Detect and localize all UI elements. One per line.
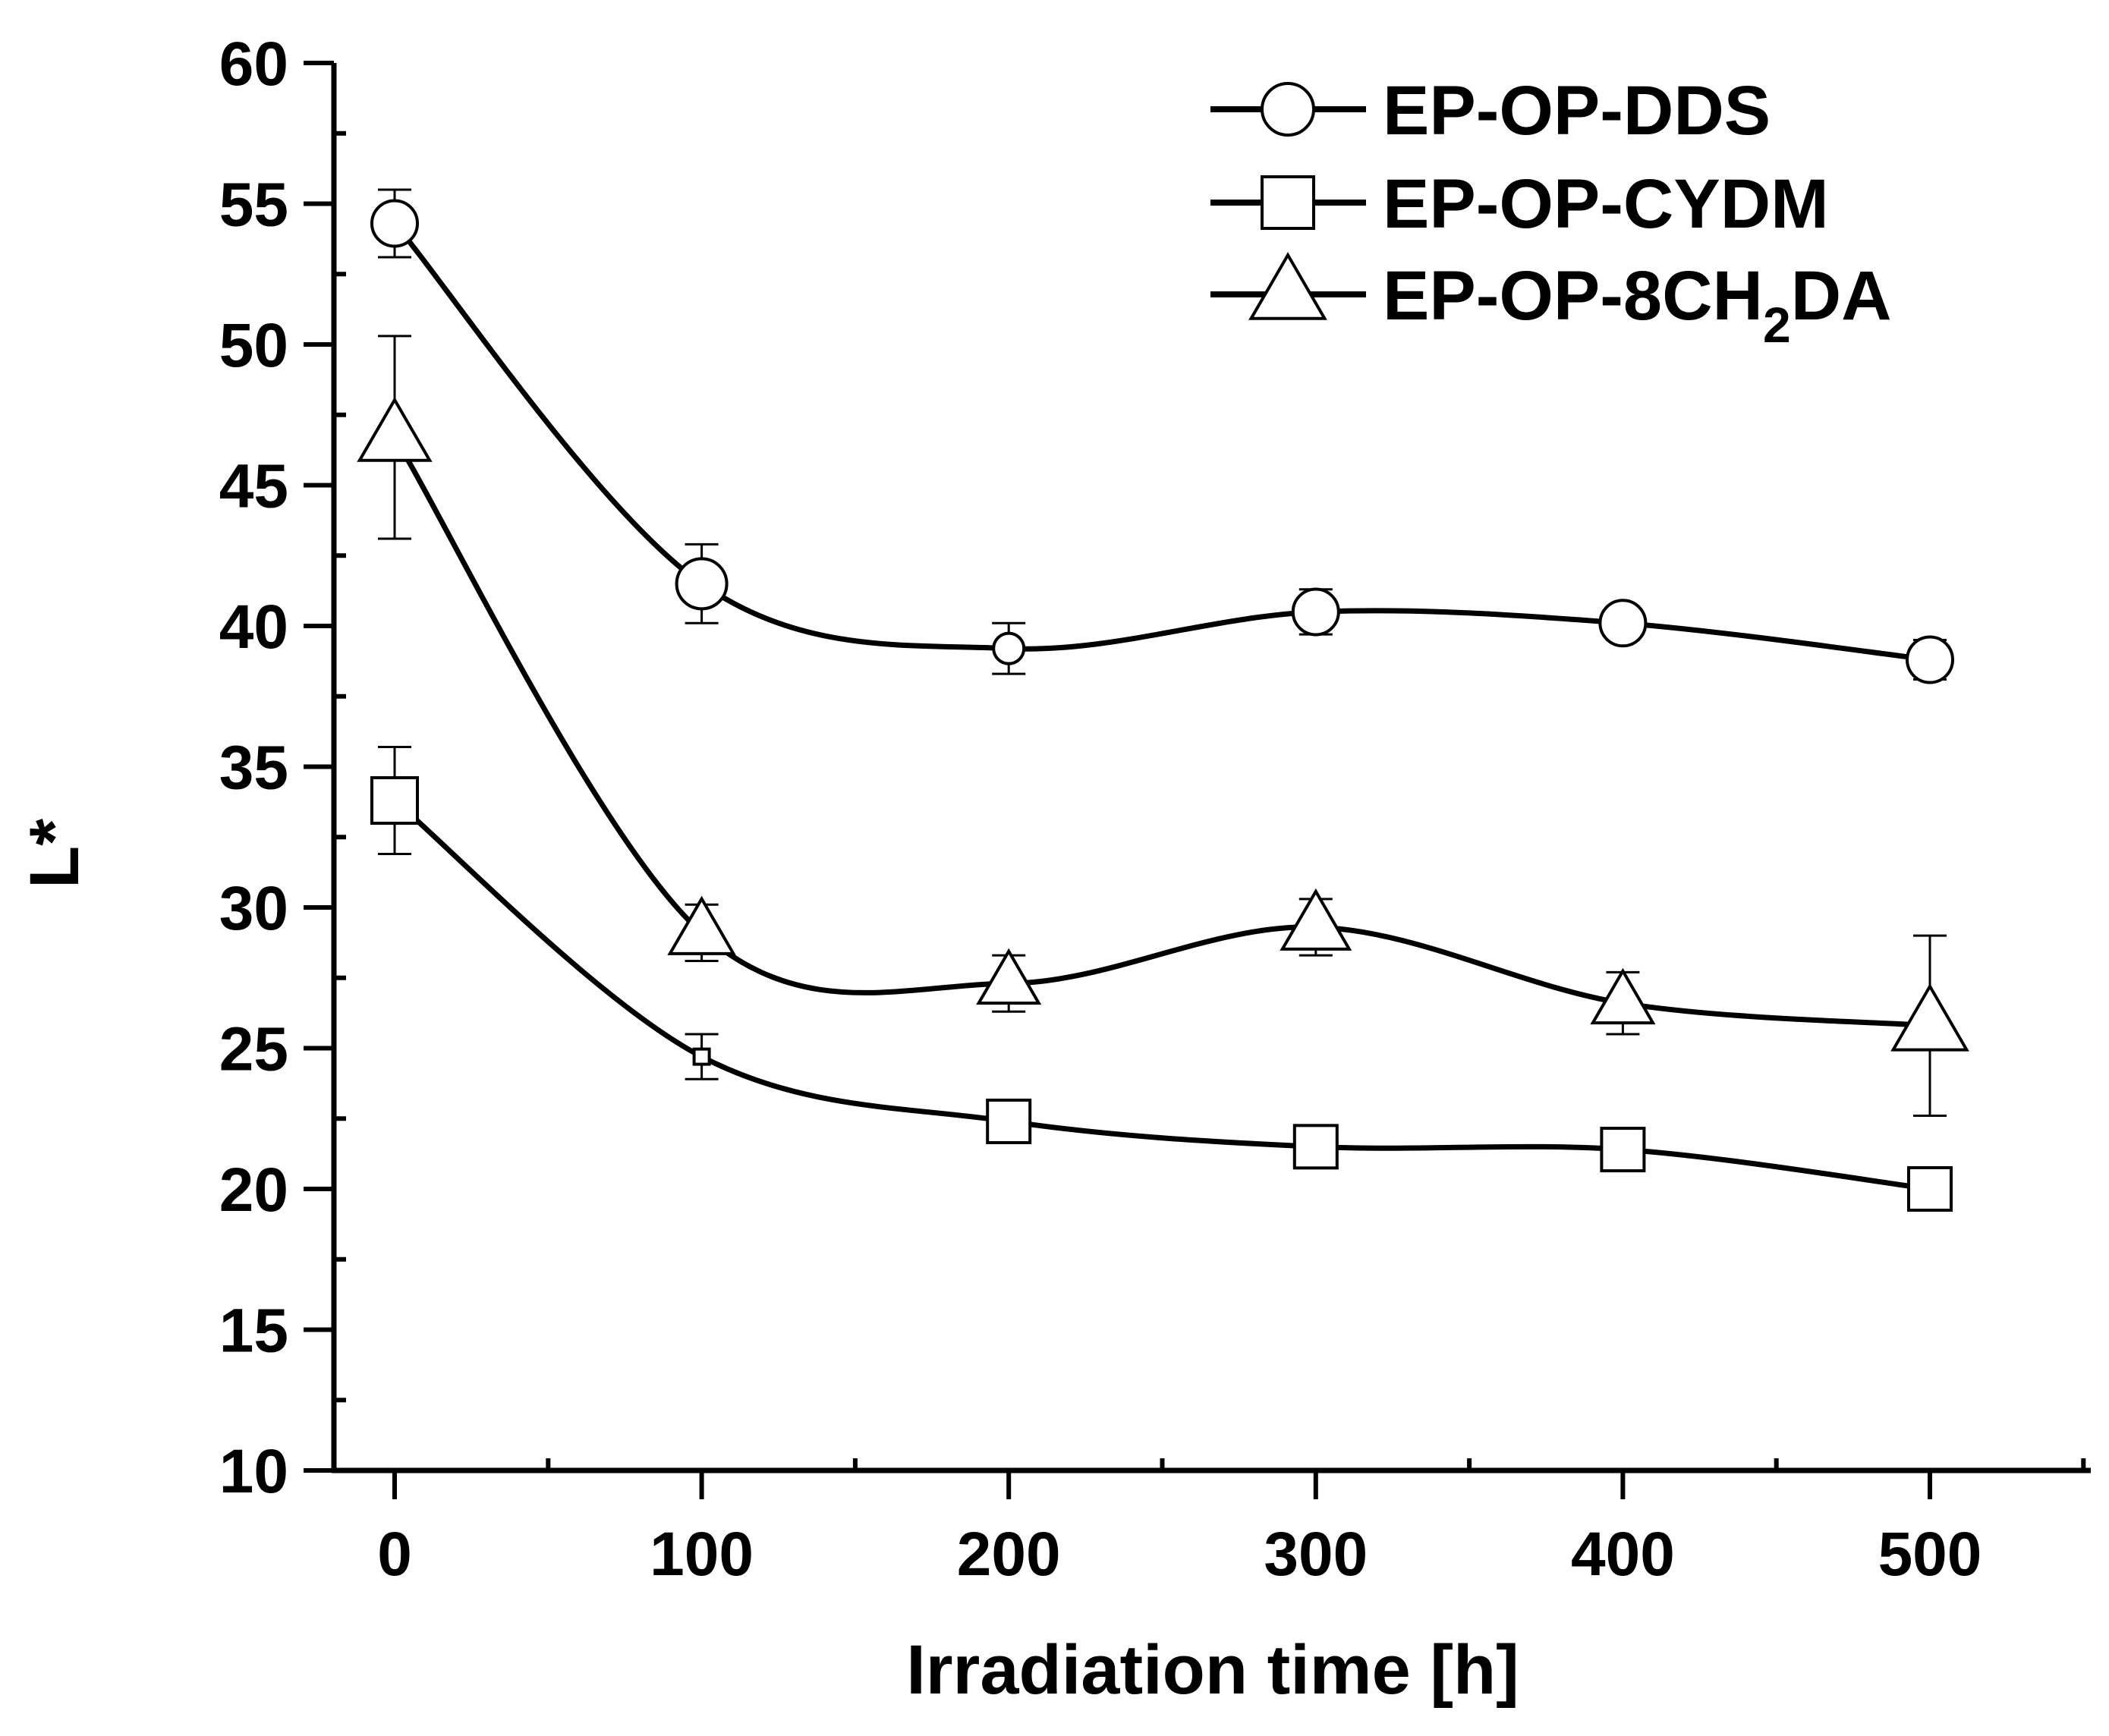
- series-line-EP-OP-8CH2DA: [392, 436, 1931, 1029]
- data-point-EP-OP-CYDM: [986, 1098, 1032, 1144]
- series-line-EP-OP-CYDM: [392, 798, 1931, 1192]
- data-point-EP-OP-8CH2DA: [976, 948, 1042, 1005]
- data-point-EP-OP-CYDM: [1600, 1127, 1646, 1173]
- y-axis-title: L*: [16, 819, 93, 888]
- legend-marker-EP-OP-8CH2DA: [1248, 252, 1327, 320]
- series-line-EP-OP-DDS: [392, 222, 1931, 662]
- x-tick-label: 300: [1264, 1520, 1368, 1589]
- series-curves: [392, 222, 1931, 1192]
- x-tick-label: 0: [377, 1520, 412, 1589]
- data-point-EP-OP-CYDM: [1292, 1124, 1339, 1170]
- y-tick-label: 50: [219, 311, 288, 380]
- x-tick-label: 500: [1878, 1520, 1982, 1589]
- data-point-EP-OP-DDS: [1598, 599, 1648, 648]
- y-tick-label: 60: [219, 30, 288, 99]
- y-tick-label: 20: [219, 1156, 288, 1225]
- data-point-EP-OP-DDS: [1291, 587, 1340, 637]
- legend: EP-OP-DDS EP-OP-CYDM EP-OP-8CH2DA: [1210, 72, 1892, 353]
- y-tick-label: 45: [219, 452, 288, 521]
- x-tick-label: 400: [1571, 1520, 1675, 1589]
- data-point-EP-OP-CYDM: [1907, 1166, 1953, 1212]
- data-point-EP-OP-DDS: [992, 631, 1026, 665]
- y-tick-label: 40: [219, 593, 288, 662]
- data-point-EP-OP-DDS: [1906, 635, 1954, 684]
- legend-label-EP-OP-CYDM: EP-OP-CYDM: [1383, 165, 1829, 243]
- x-tick-label: 100: [650, 1520, 754, 1589]
- x-tick-label: 200: [957, 1520, 1061, 1589]
- y-tick-label: 30: [219, 874, 288, 943]
- y-tick-label: 55: [219, 171, 288, 240]
- y-tick-label: 25: [219, 1015, 288, 1084]
- data-point-EP-OP-DDS: [370, 199, 419, 248]
- data-point-EP-OP-8CH2DA: [357, 396, 433, 462]
- data-point-EP-OP-8CH2DA: [1590, 967, 1656, 1025]
- legend-label-main: EP-OP-CYDM: [1383, 165, 1829, 243]
- data-point-EP-OP-8CH2DA: [1890, 983, 1969, 1052]
- data-point-EP-OP-8CH2DA: [667, 895, 736, 955]
- legend-marker-EP-OP-DDS: [1261, 82, 1315, 137]
- legend-label-tail: DA: [1791, 257, 1892, 335]
- data-markers: [357, 199, 1969, 1212]
- axes: 10 15 20 25 30 35 40 45 50 55 60 0 100 200 300 400 500 Ir…: [16, 30, 2091, 1709]
- data-point-EP-OP-DDS: [675, 557, 729, 611]
- legend-label-main: EP-OP-DDS: [1383, 72, 1771, 149]
- data-point-EP-OP-CYDM: [692, 1047, 711, 1066]
- legend-label-EP-OP-DDS: EP-OP-DDS: [1383, 72, 1771, 149]
- y-tick-label: 10: [219, 1437, 288, 1506]
- legend-label-EP-OP-8CH2DA: EP-OP-8CH2DA: [1383, 257, 1892, 353]
- y-tick-label: 35: [219, 734, 288, 803]
- data-point-EP-OP-CYDM: [370, 776, 419, 826]
- data-point-EP-OP-8CH2DA: [1280, 888, 1352, 951]
- legend-marker-EP-OP-CYDM: [1261, 175, 1315, 230]
- legend-label-subscript: 2: [1763, 297, 1791, 353]
- legend-label-main: EP-OP-8CH: [1383, 257, 1763, 335]
- y-tick-label: 15: [219, 1297, 288, 1366]
- x-axis-title: Irradiation time [h]: [906, 1631, 1519, 1709]
